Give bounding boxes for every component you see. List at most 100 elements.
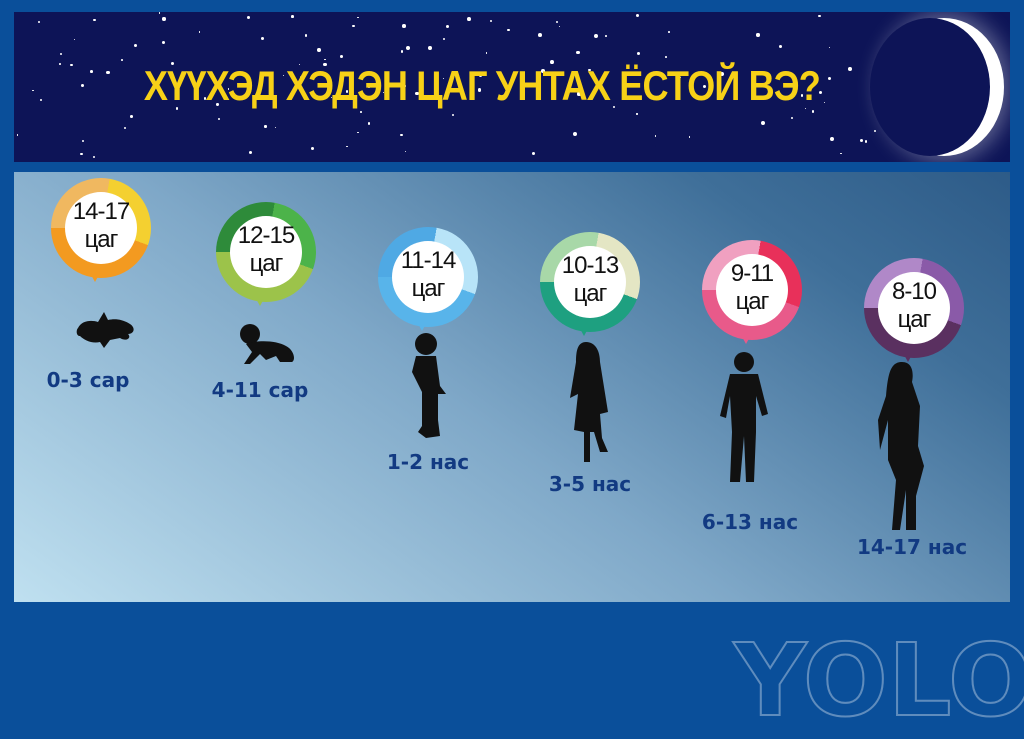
star (478, 88, 482, 92)
star (667, 31, 670, 33)
girl-silhouette (566, 342, 610, 466)
hours-unit: цаг (411, 275, 446, 302)
sleep-hours-badge: 9-11 цаг (702, 240, 802, 344)
star (588, 68, 591, 72)
star (246, 15, 251, 20)
badge-label: 10-13 цаг (554, 246, 626, 318)
age-label: 3-5 нас (548, 472, 632, 496)
star (32, 89, 34, 92)
age-label: 0-3 сар (46, 368, 130, 392)
star (605, 34, 608, 37)
hours-unit: цаг (573, 280, 608, 307)
star (203, 97, 207, 100)
star (216, 103, 219, 106)
star (16, 134, 19, 136)
star (357, 131, 359, 134)
star (874, 130, 877, 133)
boy-silhouette (720, 352, 770, 496)
star (39, 99, 42, 101)
badge-label: 14-17 цаг (65, 192, 137, 264)
star (345, 90, 349, 93)
star (442, 78, 444, 80)
star (199, 31, 201, 33)
hours-range: 11-14 (400, 247, 457, 274)
star (38, 20, 41, 23)
hours-unit: цаг (735, 288, 770, 315)
star (121, 59, 124, 61)
star (80, 153, 83, 156)
star (415, 92, 419, 96)
star (779, 45, 783, 49)
star (720, 71, 725, 76)
star (576, 50, 580, 54)
star (175, 107, 178, 110)
star (162, 41, 166, 45)
star (446, 25, 450, 29)
watermark-logo: YOLO (733, 621, 1024, 739)
star (352, 24, 355, 28)
star (346, 145, 348, 148)
star (367, 85, 370, 88)
star (298, 63, 300, 65)
star (124, 127, 127, 130)
star (559, 26, 561, 28)
hours-range: 10-13 (561, 252, 619, 279)
star (162, 17, 166, 21)
star (593, 34, 598, 39)
star (428, 46, 432, 50)
star (299, 75, 304, 80)
star (261, 36, 265, 40)
star (58, 63, 61, 65)
star (486, 52, 488, 54)
star (93, 18, 96, 22)
star (442, 37, 446, 41)
star (655, 135, 657, 137)
star (790, 116, 793, 119)
star (357, 16, 359, 19)
star (541, 69, 546, 74)
star (402, 24, 406, 29)
sleep-hours-badge: 10-13 цаг (540, 232, 640, 336)
star (688, 136, 691, 139)
star (217, 118, 220, 121)
star (531, 151, 535, 156)
star (434, 72, 436, 74)
star (311, 146, 315, 151)
star (781, 97, 784, 100)
star (330, 96, 332, 98)
star (811, 110, 815, 113)
sleep-hours-badge: 11-14 цаг (378, 227, 478, 331)
star (489, 19, 493, 23)
star (59, 52, 63, 55)
star (572, 132, 577, 137)
hours-unit: цаг (84, 226, 119, 253)
star (400, 133, 403, 137)
star (264, 125, 267, 128)
sleep-hours-badge: 14-17 цаг (51, 178, 151, 282)
hours-unit: цаг (249, 250, 284, 277)
star (613, 105, 616, 109)
sleep-hours-badge: 12-15 цаг (216, 202, 316, 306)
star (74, 39, 76, 41)
age-label: 14-17 нас (856, 535, 968, 559)
star (702, 84, 706, 89)
star (679, 77, 681, 79)
star (382, 91, 385, 94)
star (406, 45, 411, 50)
star (827, 77, 831, 81)
star (248, 150, 252, 154)
star (70, 63, 73, 67)
age-label: 1-2 нас (386, 450, 470, 474)
hours-range: 8-10 (891, 278, 937, 305)
star (291, 15, 294, 18)
star (805, 107, 807, 110)
toddler-silhouette (408, 332, 448, 446)
star (151, 82, 155, 85)
star (818, 14, 821, 18)
star (323, 62, 327, 67)
star (81, 84, 85, 88)
hours-range: 12-15 (237, 222, 295, 249)
star (503, 94, 506, 97)
star (400, 50, 403, 53)
star (550, 60, 554, 65)
